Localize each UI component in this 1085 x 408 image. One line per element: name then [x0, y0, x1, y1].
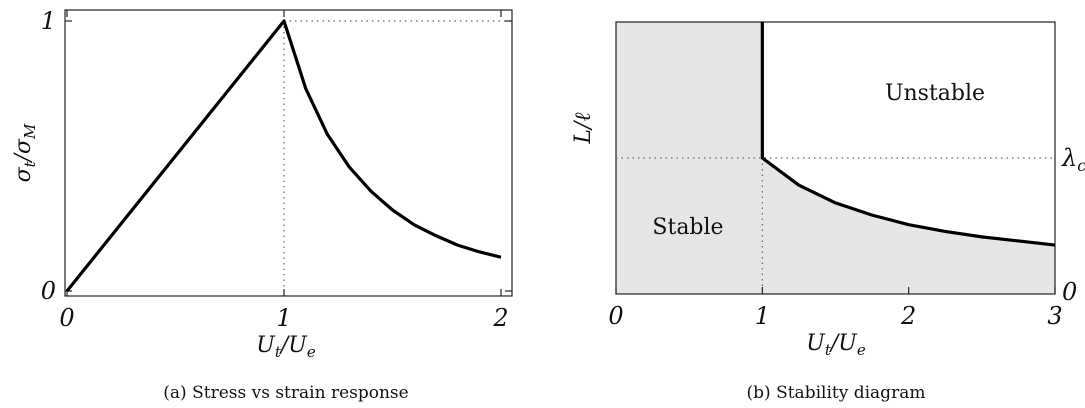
y-tick-label-a: 1	[41, 7, 56, 35]
x-tick-label-a: 0	[59, 304, 74, 332]
stress-strain-panel: 0 1 2 0 1 σt/σM Ut/Ue (a) Stress vs strain r…	[11, 7, 513, 403]
x-tick-label-a: 2	[492, 304, 508, 332]
y-axis-label-a: σt/σM	[11, 123, 39, 183]
caption-a: (a) Stress vs strain response	[163, 383, 408, 403]
x-tick-label-b: 0	[608, 302, 623, 330]
y-axis-label-b: L/ℓ	[571, 112, 596, 145]
x-tick-label-a: 1	[276, 304, 291, 332]
right-tick-label-lambda-c: λc	[1061, 144, 1085, 175]
y-tick-label-a: 0	[41, 277, 56, 305]
x-tick-label-b: 2	[900, 302, 916, 330]
stable-region	[616, 22, 1055, 294]
stability-boundary	[760, 22, 1056, 247]
x-axis-label-a: Ut/Ue	[256, 333, 316, 361]
right-tick-label-zero: 0	[1062, 278, 1077, 306]
x-axis-label-b: Ut/Ue	[806, 331, 866, 359]
x-tick-label-b: 1	[755, 302, 770, 330]
unstable-region-label: Unstable	[885, 81, 985, 106]
caption-b: (b) Stability diagram	[747, 383, 926, 403]
plot-frame-a	[64, 9, 513, 297]
stable-region-label: Stable	[652, 215, 723, 240]
response-curve	[65, 19, 502, 293]
x-tick-label-b: 3	[1047, 302, 1062, 330]
stability-panel: 01230λc Unstable Stable L/ℓ Ut/Ue (b) St…	[571, 21, 1085, 403]
